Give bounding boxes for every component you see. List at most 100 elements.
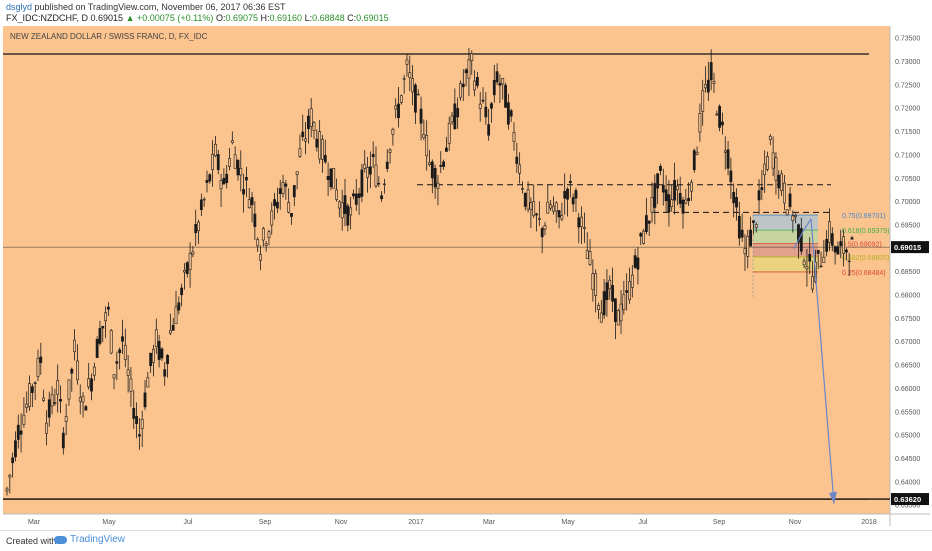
target-price-tag: [891, 493, 929, 506]
fib-zone: [753, 230, 818, 244]
target-price-tag-text: 0.63620: [894, 495, 921, 504]
candle-body: [464, 69, 468, 74]
candle-body: [211, 153, 215, 170]
candle-body: [444, 147, 448, 152]
candle-body: [684, 199, 688, 204]
chart-area[interactable]: NEW ZEALAND DOLLAR / SWISS FRANC, D, FX_…: [3, 26, 930, 526]
username-link[interactable]: dsglyd: [6, 2, 33, 12]
candle-body: [535, 213, 538, 216]
candle-body: [363, 163, 367, 169]
candle-body: [399, 95, 403, 103]
candle-body: [687, 197, 691, 202]
candle-body: [216, 154, 220, 170]
candle-body: [799, 228, 803, 252]
candle-body: [292, 185, 296, 198]
low-label: L:: [304, 13, 313, 23]
candle-body: [532, 201, 536, 217]
candle-body: [490, 103, 493, 109]
candle-body: [543, 225, 547, 230]
candle-body: [847, 260, 851, 263]
candle-body: [402, 78, 406, 80]
fib-level-label: 0.75(0.69701): [842, 213, 886, 220]
candle-body: [36, 358, 40, 377]
projection-down-arrow[interactable]: [810, 218, 835, 504]
candle-body: [487, 124, 491, 136]
candle-body: [64, 416, 68, 422]
candle-body: [160, 348, 164, 359]
symbol-label: FX_IDC:NZDCHF, D: [6, 13, 89, 23]
time-tick-label: Nov: [789, 519, 802, 526]
candle-body: [594, 273, 598, 296]
price-axis[interactable]: [890, 26, 930, 514]
close-label: C:: [347, 13, 357, 23]
candle-body: [301, 131, 305, 138]
chart-header: dsglyd published on TradingView.com, Nov…: [0, 0, 932, 26]
candle-body: [509, 110, 513, 117]
candle-body: [825, 239, 829, 252]
candle-body: [794, 215, 798, 218]
candle-body: [149, 352, 153, 367]
candle-body: [352, 193, 355, 197]
candle-body: [560, 215, 564, 220]
candle-body: [704, 84, 707, 89]
publisher-line: dsglyd published on TradingView.com, Nov…: [6, 2, 286, 12]
candle-body: [661, 184, 665, 193]
candle-body: [442, 161, 445, 167]
candle-body: [295, 171, 299, 175]
projection-up-arrow[interactable]: [793, 218, 812, 250]
time-tick-label: Jul: [184, 519, 193, 526]
open-label: O:: [215, 13, 226, 23]
candle-body: [391, 128, 395, 135]
candle-body: [104, 312, 107, 322]
candle-body: [329, 168, 333, 188]
candle-body: [650, 196, 654, 213]
candle-body: [588, 251, 592, 265]
candle-body: [230, 140, 234, 143]
candle-body: [143, 392, 147, 408]
candle-body: [495, 71, 499, 83]
price-chart[interactable]: NEW ZEALAND DOLLAR / SWISS FRANC, D, FX_…: [3, 26, 930, 526]
candle-body: [678, 193, 682, 204]
candle-body: [318, 131, 322, 160]
candle-body: [270, 210, 274, 226]
tradingview-logo[interactable]: TradingView: [54, 534, 125, 545]
candle-body: [81, 395, 85, 403]
time-tick-label: 2018: [861, 519, 877, 526]
candle-body: [146, 377, 150, 388]
candle-body: [366, 167, 369, 178]
candle-body: [25, 403, 29, 408]
candle-body: [332, 168, 336, 189]
candle-body: [673, 180, 676, 201]
candle-body: [166, 355, 169, 365]
time-tick-label: Mar: [483, 519, 496, 526]
candle-body: [515, 156, 519, 164]
candle-body: [574, 190, 578, 199]
candle-body: [723, 150, 727, 153]
candle-body: [749, 229, 753, 247]
candle-body: [447, 122, 451, 144]
candle-body: [219, 180, 223, 190]
price-tick-label: 0.68500: [895, 269, 920, 276]
candle-body: [518, 164, 522, 174]
price-tick-label: 0.67000: [895, 339, 920, 346]
candle-body: [591, 273, 595, 291]
footer: Created with TradingView: [0, 530, 932, 551]
candle-body: [135, 416, 138, 424]
candle-body: [681, 199, 685, 214]
candle-body: [371, 154, 375, 158]
candle-body: [706, 79, 710, 93]
time-axis[interactable]: [3, 514, 890, 526]
candle-body: [287, 202, 291, 213]
price-tick-label: 0.73000: [895, 59, 920, 66]
candle-body: [664, 189, 668, 202]
candle-body: [611, 285, 614, 302]
candle-body: [171, 324, 175, 331]
candle-body: [107, 306, 110, 310]
candle-body: [236, 160, 240, 176]
candle-body: [228, 158, 231, 167]
candle-body: [537, 217, 541, 220]
candle-body: [768, 135, 772, 140]
candle-body: [642, 230, 645, 244]
candle-body: [30, 386, 34, 393]
candle-body: [653, 183, 657, 208]
